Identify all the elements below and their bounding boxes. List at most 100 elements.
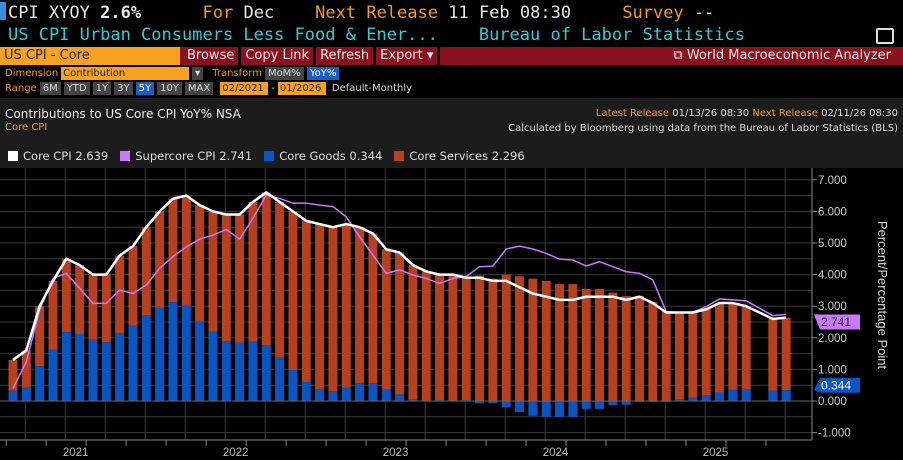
x-tick-label: 2024 [543,447,569,459]
legend-label: Core Services [409,149,489,163]
services-bar [35,306,45,367]
legend-supercore-cpi[interactable]: Supercore CPI 2.741 [120,149,252,163]
goods-bar [581,401,591,409]
services-bar [395,252,405,395]
browse-button[interactable]: Browse [183,47,242,65]
services-bar [701,309,711,396]
x-tick-label: 2021 [63,447,89,459]
refresh-button[interactable]: Refresh [316,47,377,65]
chevron-down-icon[interactable]: ▾ [192,67,204,80]
transform-yoy[interactable]: YoY% [306,67,340,80]
services-bar [368,233,378,384]
goods-bar [355,383,365,401]
range-label: Range [5,83,37,94]
goods-bar [395,394,405,401]
expand-icon[interactable] [876,28,894,44]
services-bar [501,274,511,401]
dimension-select[interactable]: Contribution [61,67,190,80]
legend-core-services[interactable]: Core Services 2.296 [394,149,525,163]
world-macro-analyzer-link[interactable]: ⧉ World Macroeconomic Analyzer [673,47,903,65]
for-label: For [202,3,234,23]
services-bar [168,198,178,303]
goods-bar [48,349,58,401]
services-bar [675,312,684,400]
range-ytd[interactable]: YTD [63,82,90,95]
description: US CPI Urban Consumers Less Food & Ener.… [8,25,438,45]
y-tick-label: 1.000 [818,364,847,376]
range-row: Range 6M YTD 1Y 3Y 5Y 10Y MAX 02/2021 - … [0,81,903,96]
services-bar [528,278,538,401]
services-bar [195,205,205,322]
goods-bar [101,342,111,401]
goods-bar [714,392,724,401]
goods-bar [781,390,791,401]
services-bar [301,220,311,383]
range-3y[interactable]: 3Y [114,82,133,95]
copy-link-button[interactable]: Copy Link [241,47,317,65]
range-6m[interactable]: 6M [39,82,61,95]
goods-bar [741,389,751,401]
services-bar [355,227,365,384]
date-separator: - [271,83,275,94]
start-date-input[interactable]: 02/2021 [220,82,269,95]
chart-header-panel [0,98,903,168]
transform-mom[interactable]: MoM% [264,67,304,80]
ticker[interactable]: CPI XYOY [8,3,90,23]
range-max[interactable]: MAX [184,82,214,95]
export-button[interactable]: Export ▾ [376,47,441,65]
services-bar [555,284,565,401]
services-bar [155,211,165,308]
range-5y[interactable]: 5Y [135,82,155,95]
security-header: CPI XYOY 2.6% For Dec Next Release 11 Fe… [0,2,903,26]
range-10y[interactable]: 10Y [157,82,182,95]
legend-label: Core CPI [23,149,72,163]
goods-last-value: 0.344 [821,378,851,392]
next-release-label-2: Next Release [752,108,818,119]
goods-bar [675,399,684,401]
legend-core-cpi[interactable]: Core CPI 2.639 [8,149,108,163]
goods-bar [315,388,325,401]
goods-bar [75,334,85,401]
legend-core-goods[interactable]: Core Goods 0.344 [264,149,382,163]
series-selector[interactable]: US CPI - Core [0,47,180,65]
y-tick-label: 2.000 [818,333,847,345]
services-bar [595,288,605,401]
services-bar [88,274,98,340]
goods-bar [168,302,178,401]
services-bar [488,278,498,401]
cursor-marker [0,2,6,20]
supercore-last-value: 2.741 [821,315,851,329]
goods-bar [595,401,605,409]
goods-bar [501,401,511,408]
services-bar [408,265,418,400]
chart-subtitle: Core CPI [5,122,48,133]
goods-bar [261,345,271,401]
legend-label: Core Goods [279,149,346,163]
chart-plot[interactable]: 7.000 6.000 5.000 4.000 3.000 2.000 1.000 0.000… [0,168,903,460]
goods-bar [541,401,551,417]
y-tick-label: 3.000 [818,301,847,313]
frequency-label[interactable]: Default-Monthly [331,83,413,94]
goods-bar [621,401,631,405]
goods-bar [208,331,218,401]
transform-label: Transform [212,68,262,79]
services-bar [315,224,325,389]
services-bar [208,211,218,332]
goods-bar [515,401,525,413]
supercore-last-tag [814,314,860,330]
y-tick-label: 7.000 [818,175,847,187]
y-axis-title: Percent/Percentage Point [875,221,890,370]
y-tick-label: 0.000 [818,396,847,408]
services-bar [741,306,751,390]
services-bar [768,318,778,391]
services-bar [21,350,31,388]
range-1y[interactable]: 1Y [92,82,112,95]
goods-bar [568,401,578,417]
x-tick-label: 2025 [703,447,729,459]
end-date-input[interactable]: 01/2026 [277,82,326,95]
next-release-value-2: 02/11/26 08:30 [821,108,898,119]
goods-bar [235,342,245,401]
y-tick-label: 4.000 [818,270,847,282]
legend-value: 2.639 [75,149,109,163]
legend-value: 0.344 [349,149,383,163]
